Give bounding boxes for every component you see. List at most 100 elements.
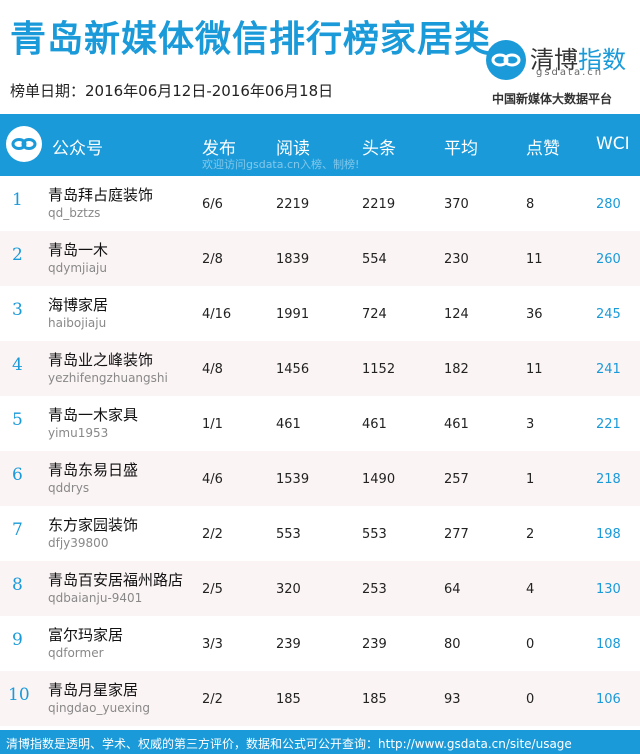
column-header-average: 平均 xyxy=(444,139,478,159)
headline-reads: 1152 xyxy=(362,362,396,377)
like-count: 36 xyxy=(526,307,543,322)
brand-domain: gsdata.cn xyxy=(536,67,604,78)
read-count: 1839 xyxy=(276,252,310,267)
brand-name: 清博指数 xyxy=(530,40,626,75)
table-row: 10 青岛月星家居 qingdao_yuexing 2/2 185 185 93… xyxy=(0,671,640,726)
rank: 6 xyxy=(12,465,23,485)
account-name: 海博家居 xyxy=(48,296,109,314)
rank: 3 xyxy=(12,300,23,320)
wci-score: 260 xyxy=(596,252,621,267)
headline-reads: 253 xyxy=(362,582,387,597)
rank: 7 xyxy=(12,520,23,540)
publish-count: 2/2 xyxy=(202,692,223,707)
read-count: 1456 xyxy=(276,362,310,377)
headline-reads: 724 xyxy=(362,307,387,322)
wci-score: 130 xyxy=(596,582,621,597)
account-id: qingdao_yuexing xyxy=(48,701,151,715)
rank: 2 xyxy=(12,245,23,265)
read-count: 461 xyxy=(276,417,301,432)
like-count: 3 xyxy=(526,417,535,432)
rank: 5 xyxy=(12,410,23,430)
date-range: 榜单日期：2016年06月12日-2016年06月18日 xyxy=(10,82,334,100)
account-id: yezhifengzhuangshi xyxy=(48,371,168,385)
watermark-text: 欢迎访问gsdata.cn入榜、制榜! xyxy=(202,158,360,171)
like-count: 8 xyxy=(526,197,535,212)
infinity-link-icon xyxy=(6,126,42,162)
wci-score: 218 xyxy=(596,472,621,487)
column-header-likes: 点赞 xyxy=(526,139,560,159)
account-name: 青岛拜占庭装饰 xyxy=(48,186,154,204)
like-count: 11 xyxy=(526,362,543,377)
brand-name-prefix: 清博 xyxy=(530,46,578,74)
rank: 8 xyxy=(12,575,23,595)
headline-reads: 2219 xyxy=(362,197,396,212)
publish-count: 4/8 xyxy=(202,362,223,377)
column-header-wci: WCI xyxy=(596,134,630,154)
average-reads: 64 xyxy=(444,582,461,597)
average-reads: 93 xyxy=(444,692,461,707)
average-reads: 257 xyxy=(444,472,469,487)
wci-score: 280 xyxy=(596,197,621,212)
wci-score: 106 xyxy=(596,692,621,707)
headline-reads: 554 xyxy=(362,252,387,267)
read-count: 320 xyxy=(276,582,301,597)
like-count: 1 xyxy=(526,472,535,487)
infinity-link-icon xyxy=(486,40,526,80)
read-count: 1991 xyxy=(276,307,310,322)
read-count: 1539 xyxy=(276,472,310,487)
table-row: 1 青岛拜占庭装饰 qd_bztzs 6/6 2219 2219 370 8 2… xyxy=(0,176,640,231)
account-id: qdformer xyxy=(48,646,104,660)
table-row: 5 青岛一木家具 yimu1953 1/1 461 461 461 3 221 xyxy=(0,396,640,451)
account-name: 富尔玛家居 xyxy=(48,626,124,644)
read-count: 2219 xyxy=(276,197,310,212)
wci-score: 198 xyxy=(596,527,621,542)
column-header-reads: 阅读 xyxy=(276,139,310,159)
account-id: qd_bztzs xyxy=(48,206,101,220)
read-count: 185 xyxy=(276,692,301,707)
account-id: qddrys xyxy=(48,481,90,495)
average-reads: 230 xyxy=(444,252,469,267)
account-name: 青岛百安居福州路店 xyxy=(48,571,184,589)
table-row: 4 青岛业之峰装饰 yezhifengzhuangshi 4/8 1456 11… xyxy=(0,341,640,396)
average-reads: 124 xyxy=(444,307,469,322)
rank: 4 xyxy=(12,355,23,375)
rank: 1 xyxy=(12,190,23,210)
publish-count: 3/3 xyxy=(202,637,223,652)
table-row: 2 青岛一木 qdymjiaju 2/8 1839 554 230 11 260 xyxy=(0,231,640,286)
table-row: 3 海博家居 haibojiaju 4/16 1991 724 124 36 2… xyxy=(0,286,640,341)
brand-tagline: 中国新媒体大数据平台 xyxy=(492,92,613,106)
account-name: 青岛一木家具 xyxy=(48,406,139,424)
headline-reads: 239 xyxy=(362,637,387,652)
headline-reads: 1490 xyxy=(362,472,396,487)
account-name: 青岛月星家居 xyxy=(48,681,139,699)
like-count: 11 xyxy=(526,252,543,267)
account-id: qdbaianju-9401 xyxy=(48,591,143,605)
column-header-account: 公众号 xyxy=(52,139,103,159)
table-row: 8 青岛百安居福州路店 qdbaianju-9401 2/5 320 253 6… xyxy=(0,561,640,616)
brand-block: 清博指数 gsdata.cn xyxy=(486,40,634,80)
headline-reads: 461 xyxy=(362,417,387,432)
publish-count: 4/16 xyxy=(202,307,232,322)
read-count: 239 xyxy=(276,637,301,652)
publish-count: 6/6 xyxy=(202,197,223,212)
like-count: 2 xyxy=(526,527,535,542)
account-id: haibojiaju xyxy=(48,316,107,330)
read-count: 553 xyxy=(276,527,301,542)
like-count: 0 xyxy=(526,692,535,707)
average-reads: 277 xyxy=(444,527,469,542)
rank: 9 xyxy=(12,630,23,650)
account-id: dfjy39800 xyxy=(48,536,109,550)
page-header: 青岛新媒体微信排行榜家居类 榜单日期：2016年06月12日-2016年06月1… xyxy=(0,0,640,114)
column-header-publish: 发布 xyxy=(202,139,236,159)
average-reads: 182 xyxy=(444,362,469,377)
headline-reads: 185 xyxy=(362,692,387,707)
account-name: 东方家园装饰 xyxy=(48,516,139,534)
publish-count: 2/2 xyxy=(202,527,223,542)
like-count: 0 xyxy=(526,637,535,652)
table-header: 公众号 发布 阅读 头条 平均 点赞 WCI 欢迎访问gsdata.cn入榜、制… xyxy=(0,114,640,176)
headline-reads: 553 xyxy=(362,527,387,542)
publish-count: 2/8 xyxy=(202,252,223,267)
average-reads: 461 xyxy=(444,417,469,432)
wci-score: 245 xyxy=(596,307,621,322)
wci-score: 221 xyxy=(596,417,621,432)
